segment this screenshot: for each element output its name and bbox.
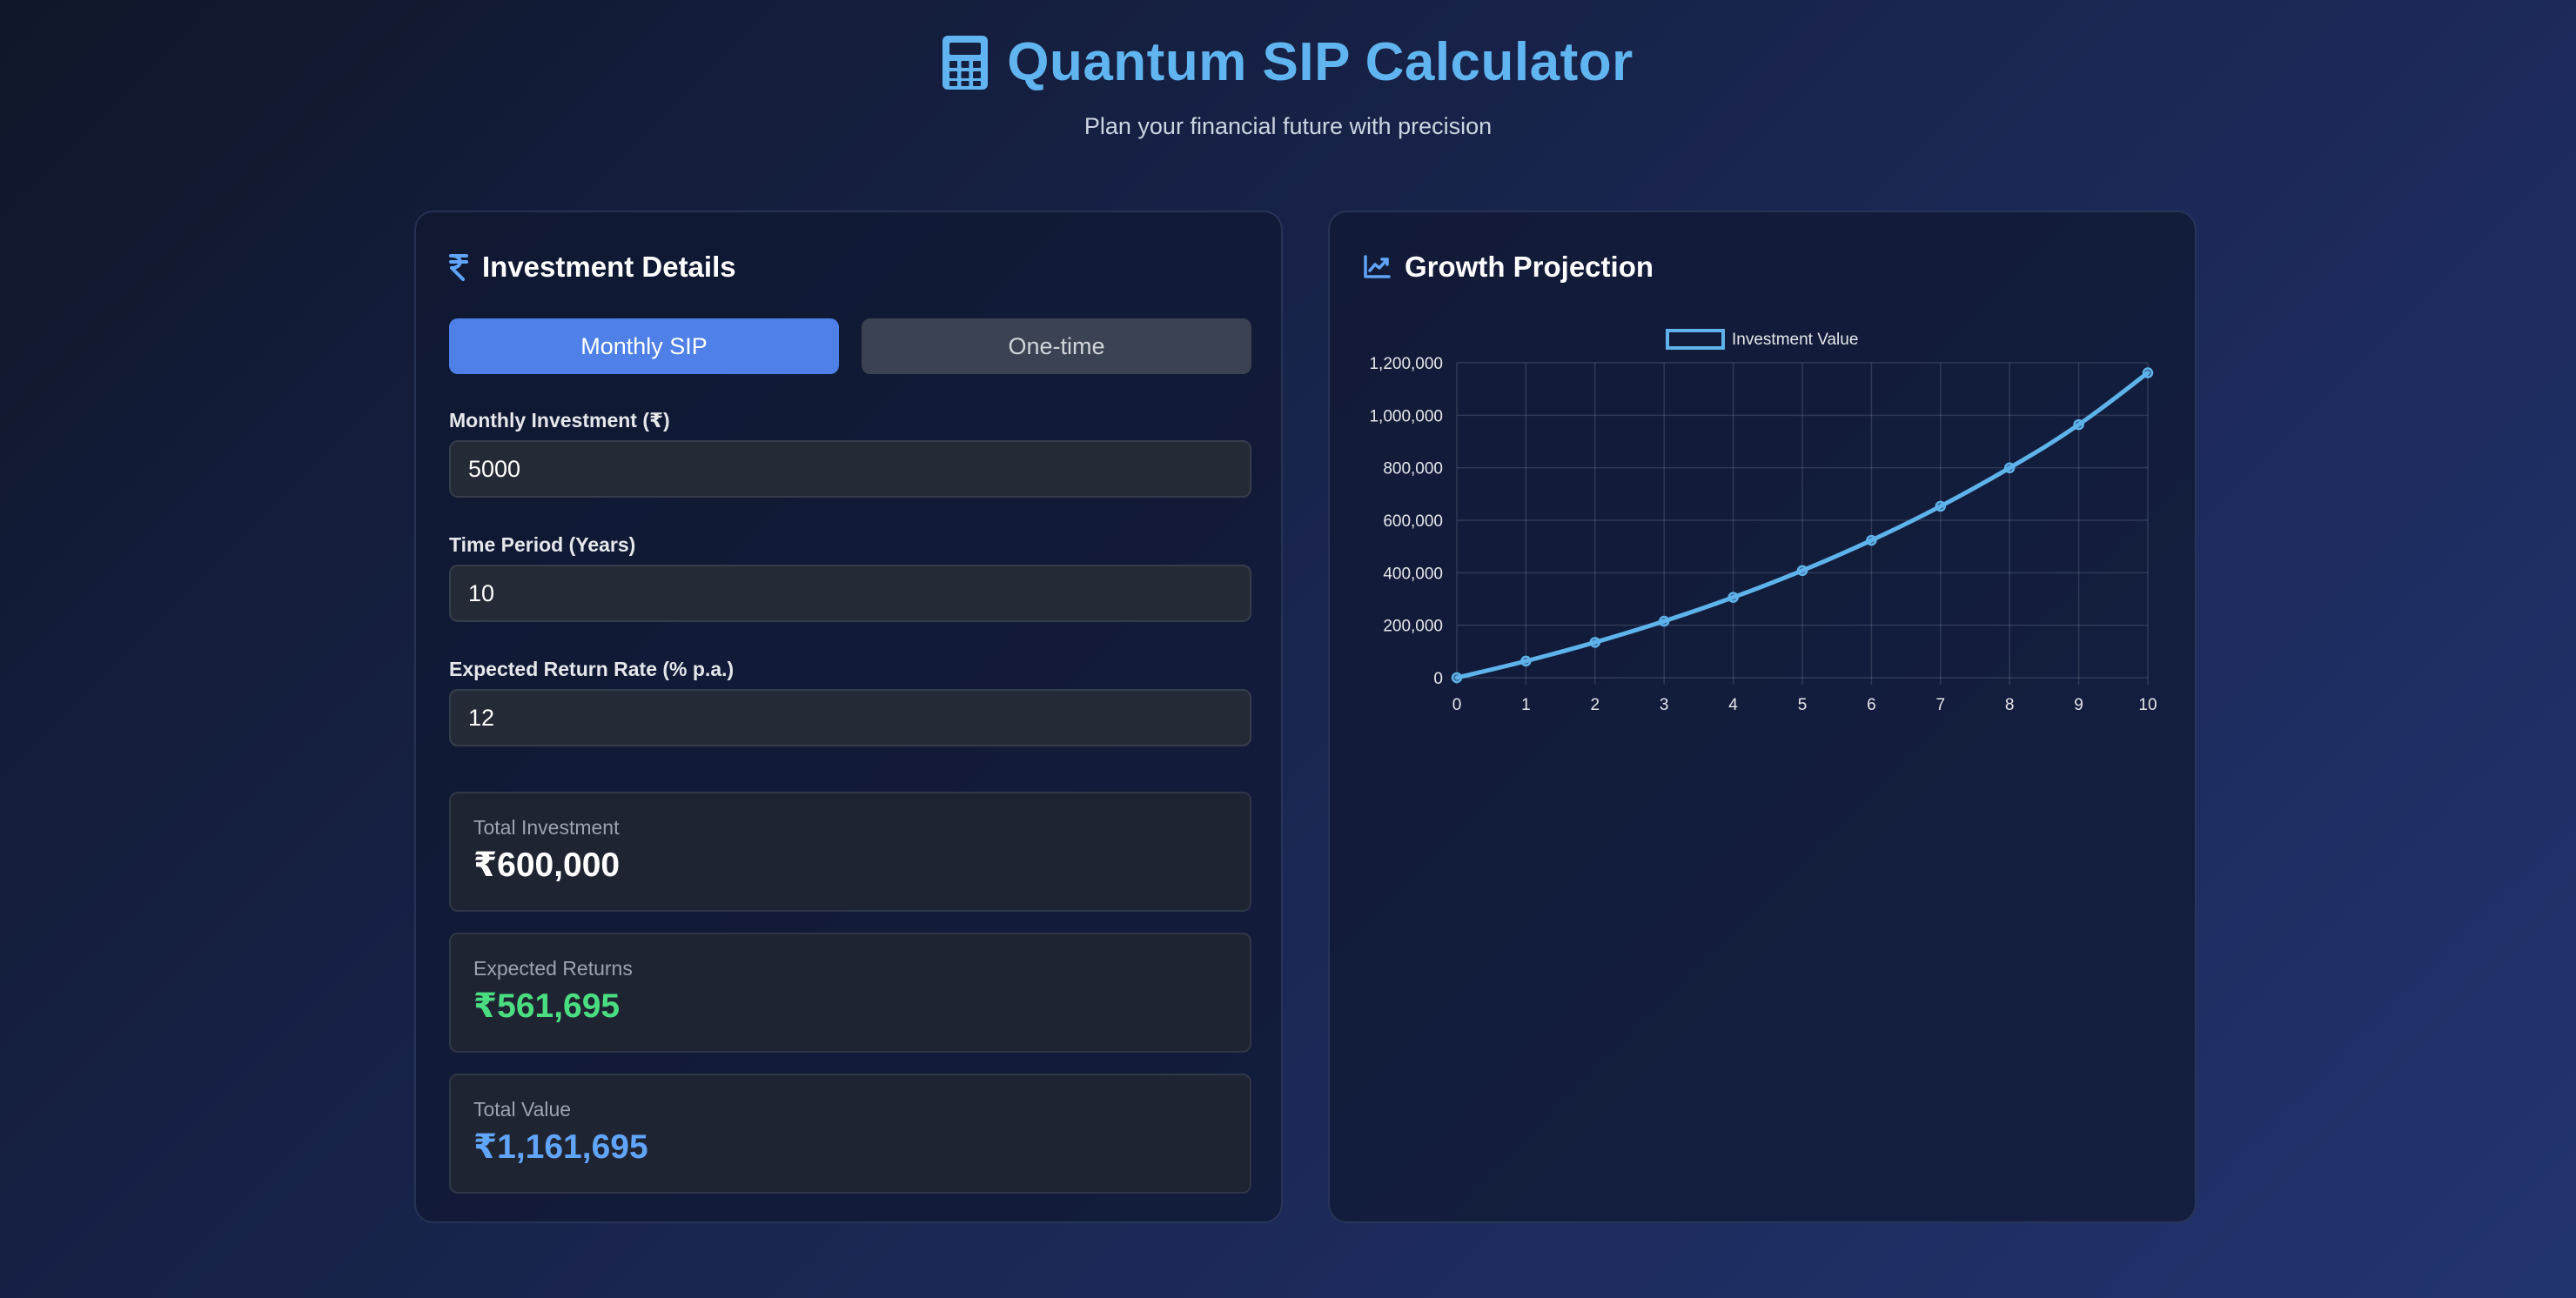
legend-label: Investment Value (1732, 331, 1858, 349)
x-tick-label: 6 (1867, 696, 1876, 714)
x-tick-label: 2 (1591, 696, 1600, 714)
y-tick-label: 400,000 (1383, 565, 1443, 583)
total-value-box: Total Value ₹1,161,695 (449, 1074, 1251, 1194)
x-tick-label: 1 (1521, 696, 1531, 714)
return-rate-label: Expected Return Rate (% p.a.) (449, 658, 735, 680)
investment-details-title: Investment Details (482, 251, 736, 283)
y-tick-label: 1,200,000 (1369, 355, 1443, 373)
growth-projection-card: Growth Projection Investment Value 0 200,… (1328, 211, 2197, 1223)
return-rate-input[interactable] (449, 689, 1251, 746)
growth-projection-title: Growth Projection (1405, 251, 1654, 283)
time-period-label: Time Period (Years) (449, 533, 636, 556)
y-tick-label: 1,000,000 (1369, 407, 1443, 425)
series-line (1454, 371, 2150, 680)
data-point (1935, 500, 1947, 512)
x-axis-ticks: 0 1 2 3 4 5 6 7 8 9 10 (1452, 696, 2157, 714)
data-point (1866, 534, 1877, 546)
data-point (1589, 637, 1601, 648)
x-tick-label: 8 (2005, 696, 2015, 714)
rupee-icon (449, 254, 468, 281)
y-tick-label: 200,000 (1383, 618, 1443, 636)
page-subtitle: Plan your financial future with precisio… (1083, 112, 1493, 139)
data-point (1658, 615, 1670, 627)
y-axis-ticks: 0 200,000 400,000 600,000 800,000 1,000,000 1,… (1369, 355, 1443, 688)
total-value-label: Total Value (473, 1098, 572, 1121)
data-point (1796, 565, 1808, 577)
monthly-sip-tab[interactable]: Monthly SIP (449, 318, 839, 374)
x-tick-label: 7 (1936, 696, 1946, 714)
x-tick-label: 4 (1728, 696, 1738, 714)
calculator-icon (943, 35, 989, 90)
investment-details-header: Investment Details (449, 251, 736, 284)
x-tick-label: 5 (1798, 696, 1808, 714)
data-point (1520, 655, 1532, 667)
total-investment-label: Total Investment (473, 816, 620, 839)
x-tick-label: 3 (1660, 696, 1669, 714)
time-period-input[interactable] (449, 565, 1251, 622)
growth-projection-header: Growth Projection (1363, 251, 1654, 284)
investment-details-card: Investment Details Monthly SIP One-time … (414, 211, 1283, 1223)
chart-grid (1456, 362, 2149, 685)
total-investment-box: Total Investment ₹600,000 (449, 792, 1251, 912)
x-tick-label: 10 (2138, 696, 2157, 714)
chart-legend[interactable]: Investment Value (1666, 329, 1858, 350)
y-tick-label: 800,000 (1383, 460, 1443, 478)
growth-chart: Investment Value 0 200,000 400,000 600,000 8… (1369, 329, 2157, 714)
total-investment-value: ₹600,000 (473, 846, 621, 884)
total-value-value: ₹1,161,695 (473, 1128, 648, 1166)
data-point (2142, 367, 2154, 378)
monthly-investment-input[interactable] (449, 440, 1251, 498)
x-tick-label: 9 (2074, 696, 2083, 714)
chart-line-icon (1364, 255, 1391, 278)
data-point (1727, 592, 1739, 603)
expected-returns-value: ₹561,695 (473, 987, 621, 1025)
one-time-tab[interactable]: One-time (862, 318, 1251, 374)
data-point (1451, 672, 1463, 684)
expected-returns-label: Expected Returns (473, 957, 633, 980)
data-point (2003, 462, 2016, 474)
legend-swatch (1666, 329, 1725, 350)
x-tick-label: 0 (1452, 696, 1462, 714)
monthly-investment-label: Monthly Investment (₹) (449, 409, 670, 432)
page-title: Quantum SIP Calculator (1007, 32, 1633, 92)
y-tick-label: 0 (1433, 670, 1443, 688)
data-point (2073, 418, 2084, 431)
expected-returns-box: Expected Returns ₹561,695 (449, 933, 1251, 1053)
y-tick-label: 600,000 (1383, 512, 1443, 531)
title-row: Quantum SIP Calculator (943, 31, 1633, 93)
page-header: Quantum SIP Calculator Plan your financi… (0, 31, 2576, 140)
chart-series (1451, 367, 2154, 684)
